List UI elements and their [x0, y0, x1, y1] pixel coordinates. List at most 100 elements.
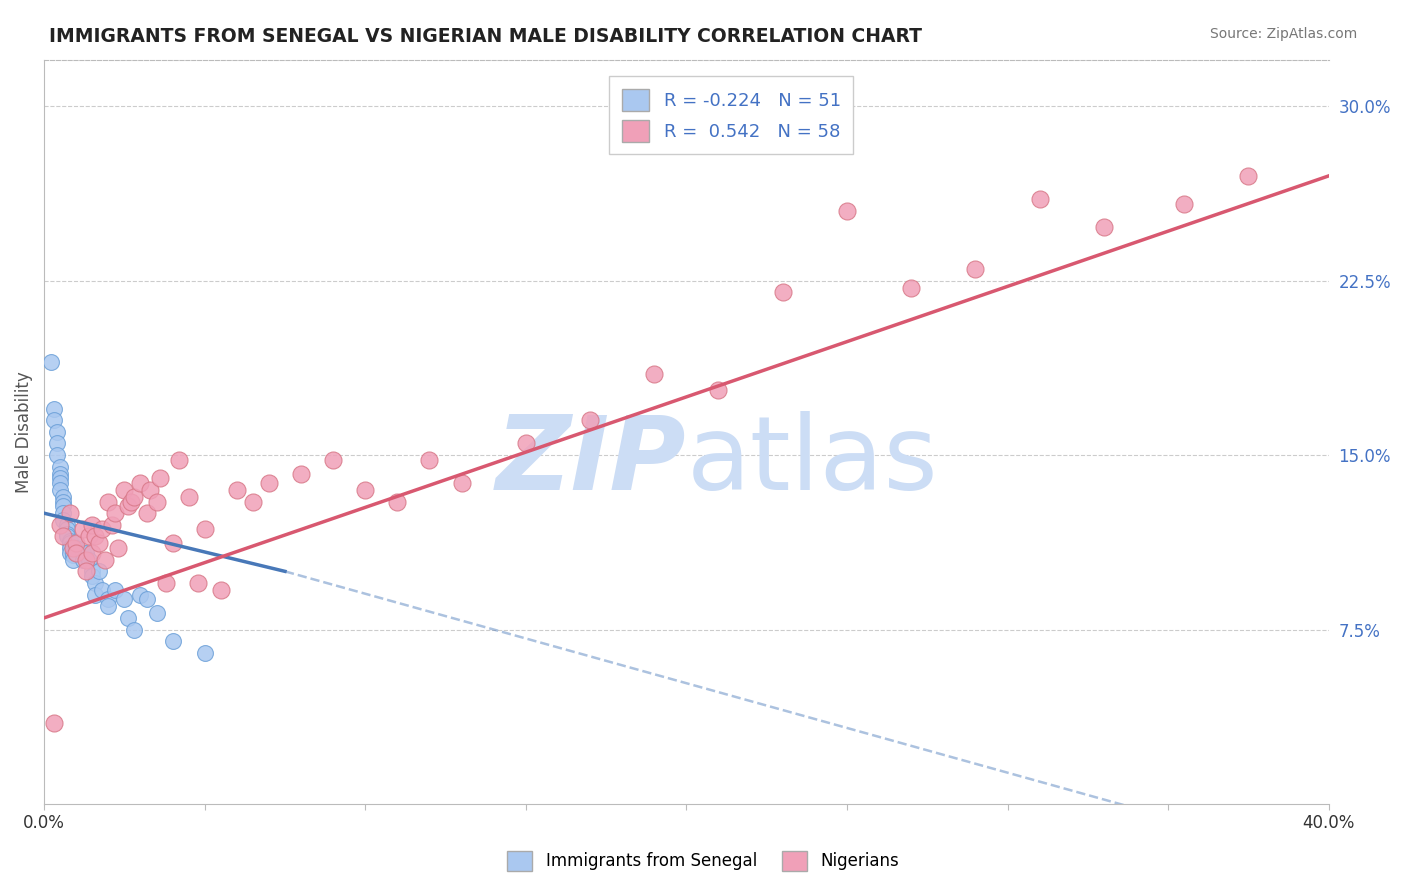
Point [194, 646, 217, 660]
Point [55, 527, 77, 541]
Text: atlas: atlas [686, 411, 938, 512]
Point [135, 592, 157, 607]
Point [112, 592, 135, 607]
Point [52, 529, 75, 543]
Point [82, 546, 104, 560]
Point [75, 565, 97, 579]
Point [117, 611, 139, 625]
Point [55, 523, 77, 537]
Point [643, 367, 665, 381]
Point [450, 475, 472, 490]
Text: Source: ZipAtlas.com: Source: ZipAtlas.com [1209, 27, 1357, 41]
Point [72, 553, 94, 567]
Point [290, 467, 312, 481]
Point [52, 506, 75, 520]
Point [52, 494, 75, 508]
Point [46, 436, 69, 450]
Point [354, 483, 377, 497]
Point [87, 536, 110, 550]
Point [42, 413, 65, 427]
Point [82, 517, 104, 532]
Legend: Immigrants from Senegal, Nigerians: Immigrants from Senegal, Nigerians [499, 842, 907, 880]
Point [59, 546, 82, 560]
Point [49, 467, 72, 481]
Point [145, 494, 167, 508]
Point [75, 546, 97, 560]
Point [122, 490, 145, 504]
Point [104, 582, 127, 597]
Point [122, 623, 145, 637]
Point [177, 490, 200, 504]
Point [94, 553, 117, 567]
Point [62, 541, 84, 555]
Point [515, 436, 537, 450]
Point [62, 553, 84, 567]
Point [1173, 197, 1195, 211]
Point [65, 536, 87, 550]
Point [49, 483, 72, 497]
Point [72, 546, 94, 560]
Point [187, 576, 209, 591]
Point [65, 536, 87, 550]
Point [55, 529, 77, 543]
Point [97, 599, 120, 614]
Point [120, 494, 142, 508]
Point [59, 536, 82, 550]
Point [149, 471, 172, 485]
Text: IMMIGRANTS FROM SENEGAL VS NIGERIAN MALE DISABILITY CORRELATION CHART: IMMIGRANTS FROM SENEGAL VS NIGERIAN MALE… [49, 27, 922, 45]
Point [52, 500, 75, 514]
Point [42, 715, 65, 730]
Point [52, 513, 75, 527]
Point [65, 546, 87, 560]
Point [117, 500, 139, 514]
Point [46, 425, 69, 439]
Point [579, 413, 602, 427]
Point [135, 506, 157, 520]
Point [322, 452, 344, 467]
Point [162, 536, 184, 550]
Point [194, 523, 217, 537]
Point [242, 494, 264, 508]
Point [90, 582, 112, 597]
Point [62, 546, 84, 560]
Point [84, 588, 107, 602]
Point [167, 452, 190, 467]
Point [87, 565, 110, 579]
Point [59, 506, 82, 520]
Point [1028, 192, 1050, 206]
Point [65, 541, 87, 555]
Point [62, 548, 84, 562]
Y-axis label: Male Disability: Male Disability [15, 371, 32, 492]
Point [900, 280, 922, 294]
Point [97, 592, 120, 607]
Point [59, 541, 82, 555]
Point [225, 483, 247, 497]
Point [82, 565, 104, 579]
Point [77, 553, 100, 567]
Point [52, 490, 75, 504]
Point [772, 285, 794, 300]
Point [112, 483, 135, 497]
Point [1237, 169, 1260, 183]
Point [104, 506, 127, 520]
Point [82, 569, 104, 583]
Point [1092, 220, 1115, 235]
Legend: R = -0.224   N = 51, R =  0.542   N = 58: R = -0.224 N = 51, R = 0.542 N = 58 [609, 76, 853, 154]
Point [42, 401, 65, 416]
Point [84, 529, 107, 543]
Point [139, 483, 162, 497]
Point [100, 517, 122, 532]
Point [129, 588, 152, 602]
Point [257, 475, 280, 490]
Point [72, 523, 94, 537]
Point [835, 203, 858, 218]
Point [84, 576, 107, 591]
Point [49, 471, 72, 485]
Point [965, 262, 987, 277]
Point [129, 475, 152, 490]
Point [65, 546, 87, 560]
Point [46, 448, 69, 462]
Point [49, 517, 72, 532]
Point [418, 452, 440, 467]
Point [77, 529, 100, 543]
